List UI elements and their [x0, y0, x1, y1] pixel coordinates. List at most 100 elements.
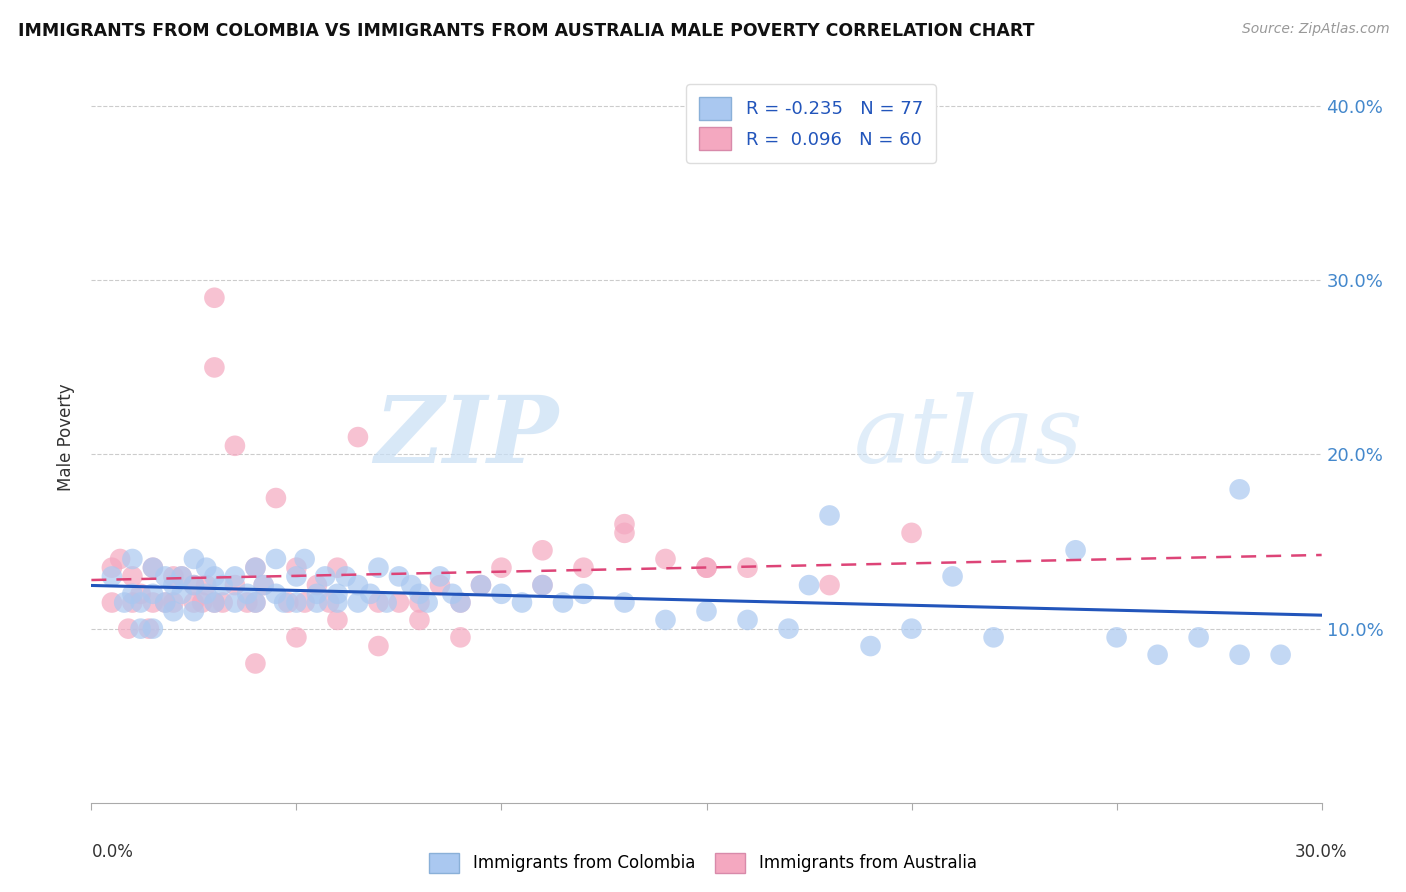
Point: [983, 631, 1005, 645]
Point: [778, 622, 800, 636]
Point: [183, 552, 205, 566]
Point: [326, 560, 349, 574]
Point: [429, 578, 451, 592]
Point: [449, 595, 471, 609]
Y-axis label: Male Poverty: Male Poverty: [58, 384, 76, 491]
Point: [236, 587, 259, 601]
Point: [1105, 631, 1128, 645]
Point: [318, 595, 340, 609]
Point: [347, 430, 370, 444]
Point: [388, 569, 411, 583]
Point: [531, 578, 554, 592]
Point: [654, 552, 676, 566]
Point: [142, 595, 165, 609]
Point: [613, 525, 636, 540]
Point: [859, 639, 882, 653]
Point: [388, 595, 411, 609]
Point: [408, 595, 430, 609]
Point: [117, 622, 139, 636]
Point: [347, 578, 370, 592]
Legend: R = -0.235   N = 77, R =  0.096   N = 60: R = -0.235 N = 77, R = 0.096 N = 60: [686, 84, 936, 163]
Point: [314, 569, 336, 583]
Point: [183, 578, 205, 592]
Point: [737, 613, 759, 627]
Point: [170, 587, 193, 601]
Point: [449, 631, 471, 645]
Point: [1146, 648, 1168, 662]
Point: [399, 578, 422, 592]
Point: [900, 622, 922, 636]
Point: [211, 578, 233, 592]
Point: [162, 578, 184, 592]
Point: [613, 517, 636, 532]
Point: [367, 560, 389, 574]
Point: [195, 578, 218, 592]
Point: [572, 587, 595, 601]
Point: [202, 291, 225, 305]
Point: [121, 552, 143, 566]
Point: [108, 552, 131, 566]
Point: [551, 595, 574, 609]
Point: [531, 578, 554, 592]
Point: [818, 578, 841, 592]
Point: [191, 595, 214, 609]
Point: [285, 569, 308, 583]
Point: [470, 578, 492, 592]
Point: [335, 569, 357, 583]
Point: [797, 578, 820, 592]
Point: [695, 604, 717, 618]
Point: [264, 587, 287, 601]
Point: [510, 595, 533, 609]
Point: [695, 560, 717, 574]
Point: [245, 657, 267, 671]
Point: [236, 595, 259, 609]
Point: [449, 595, 471, 609]
Point: [326, 595, 349, 609]
Point: [245, 560, 267, 574]
Point: [170, 569, 193, 583]
Point: [264, 552, 287, 566]
Point: [1187, 631, 1209, 645]
Point: [253, 578, 276, 592]
Point: [245, 595, 267, 609]
Point: [121, 569, 143, 583]
Point: [101, 595, 124, 609]
Text: 0.0%: 0.0%: [91, 843, 134, 861]
Point: [818, 508, 841, 523]
Point: [429, 569, 451, 583]
Point: [224, 569, 246, 583]
Legend: Immigrants from Colombia, Immigrants from Australia: Immigrants from Colombia, Immigrants fro…: [423, 847, 983, 880]
Point: [153, 595, 177, 609]
Point: [613, 595, 636, 609]
Point: [142, 622, 165, 636]
Point: [305, 595, 328, 609]
Point: [305, 587, 328, 601]
Point: [285, 595, 308, 609]
Point: [375, 595, 398, 609]
Text: Source: ZipAtlas.com: Source: ZipAtlas.com: [1241, 22, 1389, 37]
Point: [129, 587, 152, 601]
Point: [138, 622, 160, 636]
Point: [224, 439, 246, 453]
Text: 30.0%: 30.0%: [1295, 843, 1347, 861]
Point: [491, 560, 513, 574]
Point: [305, 578, 328, 592]
Point: [202, 360, 225, 375]
Point: [326, 613, 349, 627]
Point: [101, 560, 124, 574]
Point: [142, 560, 165, 574]
Point: [277, 595, 299, 609]
Point: [195, 587, 218, 601]
Point: [491, 587, 513, 601]
Point: [101, 569, 124, 583]
Point: [245, 560, 267, 574]
Point: [202, 569, 225, 583]
Point: [183, 578, 205, 592]
Point: [170, 569, 193, 583]
Point: [572, 560, 595, 574]
Point: [162, 604, 184, 618]
Point: [347, 595, 370, 609]
Point: [1270, 648, 1292, 662]
Point: [294, 552, 316, 566]
Point: [129, 595, 152, 609]
